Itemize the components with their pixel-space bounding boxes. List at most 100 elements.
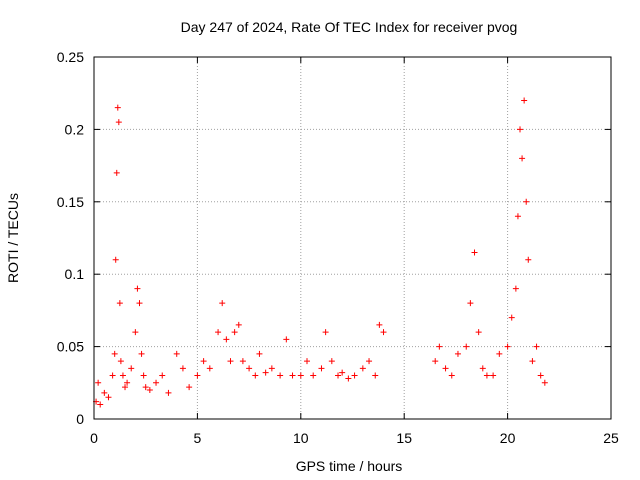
data-point bbox=[111, 350, 118, 357]
data-point bbox=[142, 384, 149, 391]
data-point bbox=[114, 104, 121, 111]
data-point bbox=[479, 365, 486, 372]
data-point bbox=[128, 365, 135, 372]
data-point bbox=[115, 119, 122, 126]
data-point bbox=[140, 372, 147, 379]
x-tick-label: 10 bbox=[293, 430, 309, 446]
data-point bbox=[523, 198, 530, 205]
data-point bbox=[109, 372, 116, 379]
x-tick-label: 5 bbox=[194, 430, 202, 446]
data-point bbox=[372, 372, 379, 379]
data-point bbox=[215, 329, 222, 336]
data-point bbox=[136, 300, 143, 307]
data-point bbox=[134, 285, 141, 292]
data-point bbox=[483, 372, 490, 379]
data-point bbox=[206, 365, 213, 372]
data-point bbox=[252, 372, 259, 379]
data-point bbox=[496, 350, 503, 357]
data-point bbox=[179, 365, 186, 372]
plot-frame bbox=[93, 56, 612, 420]
data-point bbox=[277, 372, 284, 379]
data-point bbox=[227, 358, 234, 365]
data-point bbox=[138, 350, 145, 357]
y-tick-label: 0.15 bbox=[57, 194, 84, 210]
data-point bbox=[146, 387, 153, 394]
data-point bbox=[380, 329, 387, 336]
data-point bbox=[235, 321, 242, 328]
data-point bbox=[122, 384, 129, 391]
data-point bbox=[359, 365, 366, 372]
data-point bbox=[159, 372, 166, 379]
data-point bbox=[521, 97, 528, 104]
data-point bbox=[442, 365, 449, 372]
data-point bbox=[283, 336, 290, 343]
data-point bbox=[328, 358, 335, 365]
data-point bbox=[525, 256, 532, 263]
data-point bbox=[262, 369, 269, 376]
x-tick-label: 15 bbox=[396, 430, 412, 446]
y-tick-label: 0.25 bbox=[57, 49, 84, 65]
data-point bbox=[310, 372, 317, 379]
data-point bbox=[322, 329, 329, 336]
data-point bbox=[200, 358, 207, 365]
data-point bbox=[454, 350, 461, 357]
data-point bbox=[512, 285, 519, 292]
chart-title: Day 247 of 2024, Rate Of TEC Index for r… bbox=[181, 19, 518, 35]
data-point bbox=[97, 401, 104, 408]
axis-ticks: 0 5 10 15 20 25 0 0.05 0.1 0.15 0.2 0.25 bbox=[57, 49, 619, 446]
data-point bbox=[541, 379, 548, 386]
data-point bbox=[246, 365, 253, 372]
data-point bbox=[504, 343, 511, 350]
data-point bbox=[289, 372, 296, 379]
y-tick-label: 0.2 bbox=[65, 121, 85, 137]
data-point bbox=[268, 365, 275, 372]
data-point bbox=[119, 372, 126, 379]
x-tick-label: 0 bbox=[90, 430, 98, 446]
data-point bbox=[436, 343, 443, 350]
data-point bbox=[117, 358, 124, 365]
data-point bbox=[467, 300, 474, 307]
data-point bbox=[519, 155, 526, 162]
data-point bbox=[113, 169, 120, 176]
data-point bbox=[537, 372, 544, 379]
data-points bbox=[93, 97, 548, 408]
data-point bbox=[219, 300, 226, 307]
y-tick-label: 0.1 bbox=[65, 266, 85, 282]
data-point bbox=[132, 329, 139, 336]
x-tick-label: 20 bbox=[500, 430, 516, 446]
data-point bbox=[463, 343, 470, 350]
data-point bbox=[173, 350, 180, 357]
data-point bbox=[490, 372, 497, 379]
data-point bbox=[366, 358, 373, 365]
data-point bbox=[376, 321, 383, 328]
data-point bbox=[239, 358, 246, 365]
data-point bbox=[318, 365, 325, 372]
data-point bbox=[339, 369, 346, 376]
data-point bbox=[508, 314, 515, 321]
data-point bbox=[194, 372, 201, 379]
data-point bbox=[475, 329, 482, 336]
y-axis-label: ROTI / TECUs bbox=[5, 193, 21, 283]
data-point bbox=[304, 358, 311, 365]
data-point bbox=[471, 249, 478, 256]
data-point bbox=[345, 375, 352, 382]
data-point bbox=[101, 389, 108, 396]
data-point bbox=[432, 358, 439, 365]
data-point bbox=[517, 126, 524, 133]
data-point bbox=[335, 372, 342, 379]
data-point bbox=[153, 379, 160, 386]
data-point bbox=[223, 336, 230, 343]
data-point bbox=[95, 379, 102, 386]
data-point bbox=[116, 300, 123, 307]
data-point bbox=[186, 384, 193, 391]
data-point bbox=[448, 372, 455, 379]
data-point bbox=[351, 372, 358, 379]
data-point bbox=[112, 256, 119, 263]
y-tick-label: 0 bbox=[76, 411, 84, 427]
data-point bbox=[105, 394, 112, 401]
data-point bbox=[231, 329, 238, 336]
y-tick-label: 0.05 bbox=[57, 339, 84, 355]
data-point bbox=[256, 350, 263, 357]
data-point bbox=[514, 213, 521, 220]
